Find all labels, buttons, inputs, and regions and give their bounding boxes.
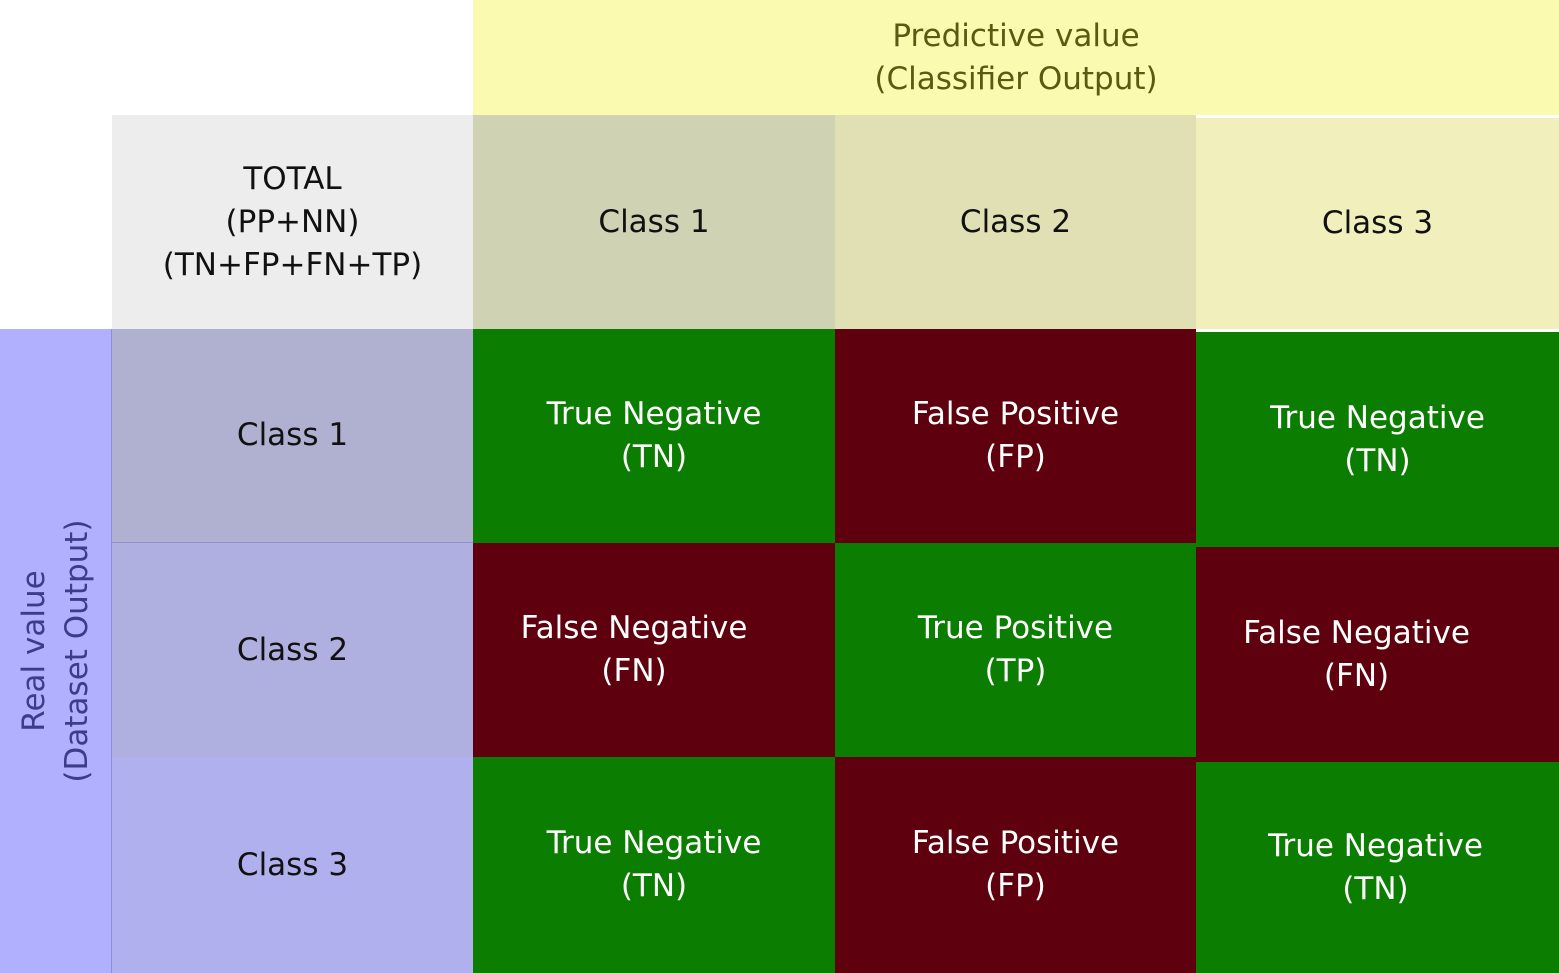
matrix-cell-abbr: (TP) (984, 653, 1047, 689)
matrix-cell: True Positive (TP) (835, 543, 1196, 757)
matrix-cell-abbr: (TN) (1342, 870, 1409, 907)
matrix-cell: True Negative (TN) (473, 757, 835, 973)
matrix-cell-abbr: (FN) (1323, 657, 1390, 694)
column-header-label: Class 2 (959, 203, 1072, 240)
matrix-cell: False Positive (FP) (835, 757, 1196, 973)
matrix-cell-label: True Negative (1270, 399, 1485, 436)
matrix-cell: False Positive (FP) (835, 329, 1196, 543)
matrix-cell-abbr: (FN) (601, 653, 667, 689)
real-value-band (0, 329, 112, 973)
row-header-label: Class 1 (236, 417, 349, 453)
matrix-cell-label: True Negative (546, 825, 762, 861)
column-header-label: Class 1 (598, 203, 710, 240)
row-header-class-3: Class 3 (112, 757, 473, 973)
matrix-cell-label: True Negative (546, 396, 762, 432)
predictive-value-subtitle: (Classifier Output) (874, 60, 1158, 97)
total-formula-tn-fp-fn-tp: (TN+FP+FN+TP) (162, 246, 423, 283)
matrix-cell-label: True Negative (1268, 827, 1483, 864)
matrix-cell: False Negative (FN) (1196, 547, 1559, 762)
row-header-label: Class 2 (236, 631, 349, 668)
predictive-value-header: Predictive value (Classifier Output) (473, 0, 1559, 115)
matrix-cell-abbr: (TN) (620, 868, 688, 904)
total-cell: TOTAL (PP+NN) (TN+FP+FN+TP) (112, 115, 473, 329)
matrix-cell: True Negative (TN) (1196, 762, 1559, 973)
matrix-cell: True Negative (TN) (1196, 332, 1559, 547)
column-header-label: Class 3 (1321, 205, 1434, 241)
matrix-cell-abbr: (TN) (1344, 442, 1411, 479)
matrix-cell-label: False Negative (520, 610, 748, 646)
matrix-cell-label: False Positive (911, 396, 1120, 432)
total-formula-pp-nn: (PP+NN) (225, 203, 360, 240)
row-header-class-2: Class 2 (112, 543, 473, 757)
real-value-title: Real value (16, 570, 52, 732)
matrix-cell-label: True Positive (917, 610, 1114, 646)
matrix-cell-abbr: (FP) (985, 439, 1046, 475)
column-header-class-2: Class 2 (835, 115, 1196, 329)
matrix-cell: False Negative (FN) (473, 543, 835, 757)
row-header-label: Class 3 (236, 846, 349, 883)
real-value-label: Real value (Dataset Output) (13, 391, 99, 911)
real-value-subtitle: (Dataset Output) (59, 519, 95, 783)
column-header-class-3: Class 3 (1196, 118, 1559, 329)
matrix-cell-abbr: (FP) (985, 868, 1046, 904)
predictive-value-title: Predictive value (892, 17, 1140, 54)
total-label: TOTAL (243, 160, 342, 197)
matrix-cell-label: False Positive (911, 825, 1120, 861)
matrix-cell: True Negative (TN) (473, 329, 835, 543)
column-header-class-1: Class 1 (473, 115, 835, 329)
matrix-cell-label: False Negative (1243, 614, 1470, 651)
row-header-class-1: Class 1 (112, 329, 473, 543)
matrix-cell-abbr: (TN) (620, 439, 688, 475)
